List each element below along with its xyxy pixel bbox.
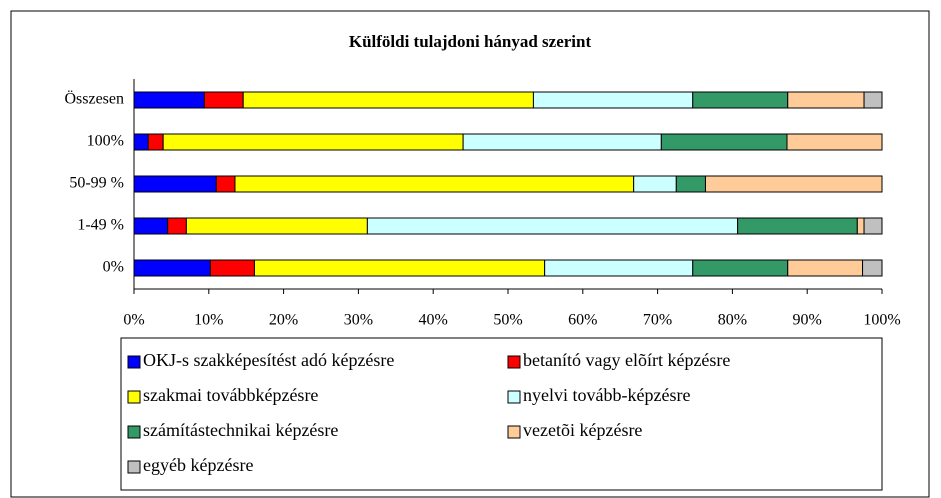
bar-segment xyxy=(133,259,211,277)
bar-segment xyxy=(692,91,789,109)
bar-segment xyxy=(162,133,464,151)
x-tick-label: 20% xyxy=(269,312,298,329)
bar-segment xyxy=(133,133,149,151)
legend-label: OKJ-s szakképesítést adó képzésre xyxy=(143,350,394,370)
bar-segment xyxy=(737,217,858,235)
x-tick-label: 80% xyxy=(718,312,747,329)
bar-segment xyxy=(704,175,883,193)
y-tick-label: 1-49 % xyxy=(77,217,124,234)
x-tick-label: 70% xyxy=(643,312,672,329)
bar-segment xyxy=(147,133,164,151)
x-tick-label: 100% xyxy=(863,312,900,329)
y-tick-label: Összesen xyxy=(64,90,124,108)
bar-segment xyxy=(787,91,865,109)
legend-swatch xyxy=(507,390,521,404)
x-tick-label: 90% xyxy=(793,312,822,329)
bar-segment xyxy=(209,259,255,277)
bar-segment xyxy=(863,217,883,235)
bar-segment xyxy=(675,175,706,193)
y-tick-label: 0% xyxy=(103,259,124,276)
bar-segment xyxy=(253,259,546,277)
legend-label: betanító vagy elõírt képzésre xyxy=(523,350,730,370)
x-tick-label: 30% xyxy=(344,312,373,329)
bar-segment xyxy=(660,133,788,151)
legend-swatch xyxy=(127,425,141,439)
legend-box xyxy=(120,337,883,491)
bar-segment xyxy=(215,175,236,193)
bar-segment xyxy=(133,91,205,109)
bar-segment xyxy=(185,217,368,235)
legend-label: szakmai továbbképzésre xyxy=(143,385,318,405)
bar-segment xyxy=(532,91,694,109)
chart-title: Külföldi tulajdoni hányad szerint xyxy=(349,32,592,51)
legend-label: vezetõi képzésre xyxy=(523,420,642,440)
x-tick-label: 40% xyxy=(419,312,448,329)
bar-segment xyxy=(366,217,739,235)
legend-swatch xyxy=(127,390,141,404)
legend-swatch xyxy=(127,460,141,474)
bar-segment xyxy=(462,133,662,151)
y-tick-label: 50-99 % xyxy=(69,175,124,192)
legend-swatch xyxy=(127,355,141,369)
y-tick-label: 100% xyxy=(87,133,124,150)
x-tick-label: 10% xyxy=(194,312,223,329)
x-tick-label: 0% xyxy=(123,312,144,329)
bar-segment xyxy=(242,91,534,109)
bar-segment xyxy=(856,217,865,235)
legend-label: egyéb képzésre xyxy=(143,455,253,475)
bar-segment xyxy=(234,175,635,193)
bar-segment xyxy=(633,175,677,193)
bar-segment xyxy=(544,259,694,277)
legend-swatch xyxy=(507,425,521,439)
legend-swatch xyxy=(507,355,521,369)
bar-segment xyxy=(862,259,883,277)
legend-label: nyelvi tovább-képzésre xyxy=(523,385,690,405)
legend-label: számítástechnikai képzésre xyxy=(143,420,338,440)
bar-segment xyxy=(786,133,883,151)
bar-segment xyxy=(133,217,169,235)
x-tick-label: 60% xyxy=(568,312,597,329)
bar-segment xyxy=(692,259,789,277)
bar-segment xyxy=(133,175,217,193)
bar-segment xyxy=(203,91,244,109)
x-tick-label: 50% xyxy=(493,312,522,329)
bar-segment xyxy=(787,259,864,277)
bar-segment xyxy=(167,217,187,235)
bar-segment xyxy=(863,91,883,109)
